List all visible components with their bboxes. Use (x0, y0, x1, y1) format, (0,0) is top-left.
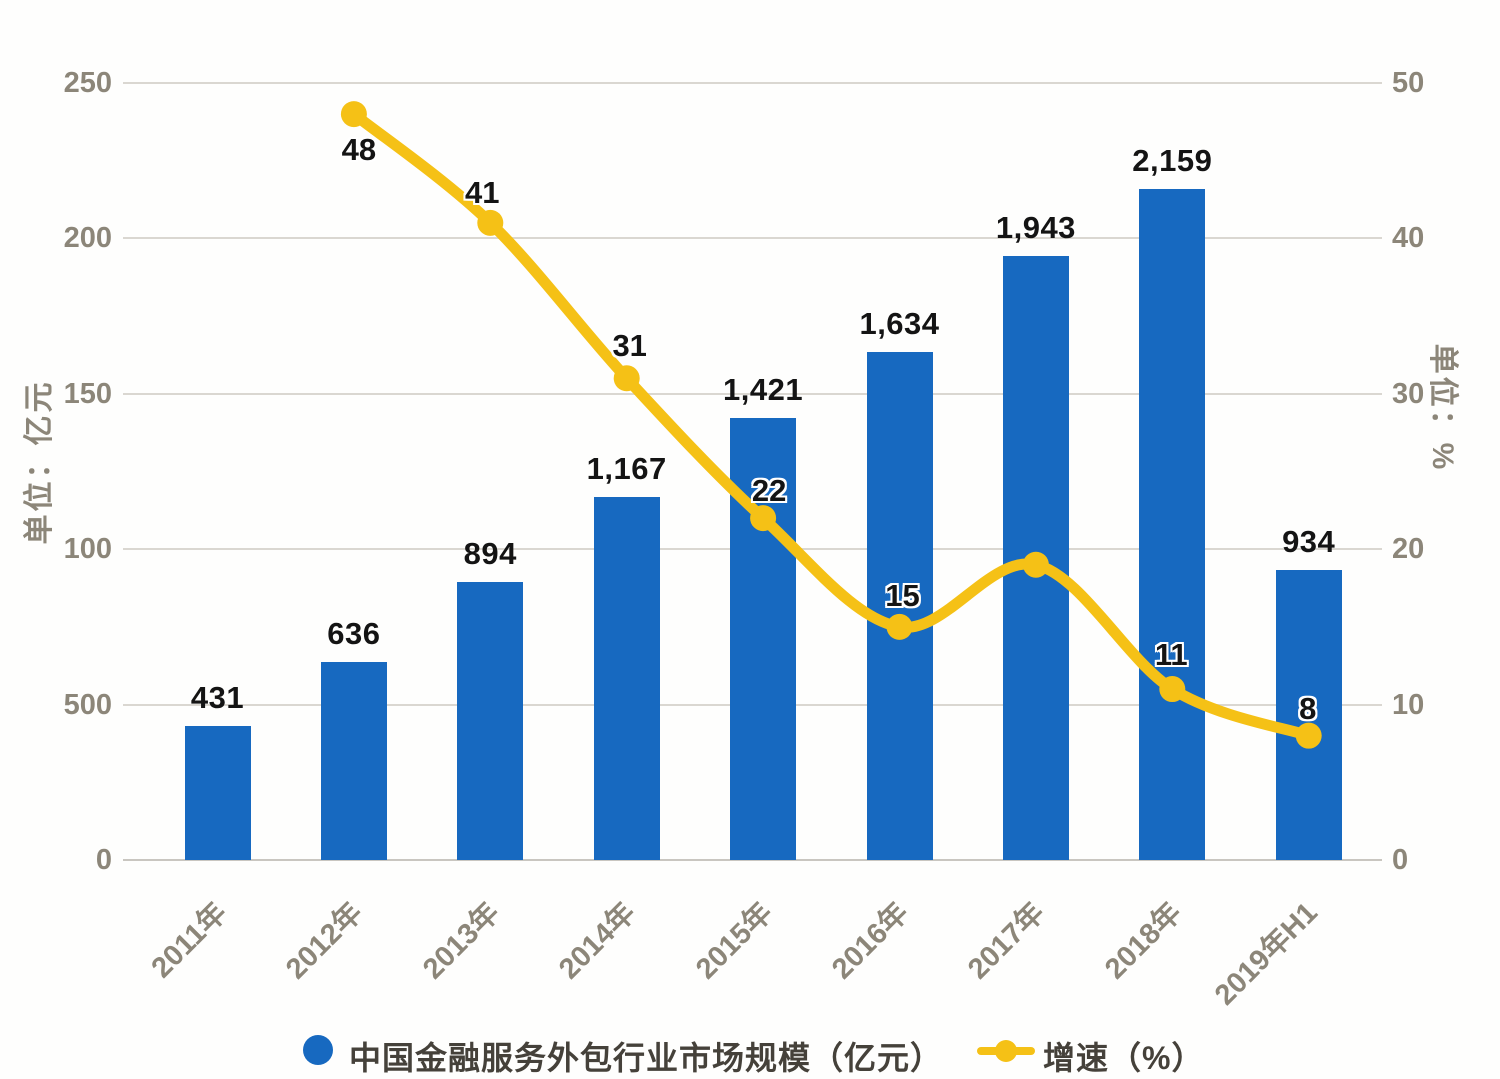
bar-series-dot-icon (303, 1035, 333, 1065)
growth-value-label: 31 (612, 328, 647, 364)
growth-value-label: 15 (885, 577, 920, 613)
x-axis-tick-label: 2011年 (145, 896, 233, 985)
bar-value-label: 636 (327, 616, 381, 652)
y-axis-right-tick: 30 (1392, 377, 1425, 410)
bar (457, 582, 524, 860)
legend-item-growth: 增速（%） (977, 1030, 1237, 1076)
y-axis-left-tick: 250 (63, 67, 112, 99)
y-axis-left-tick: 200 (63, 222, 112, 255)
bar (184, 726, 251, 860)
x-axis-tick-label: 2012年 (280, 896, 370, 986)
bar (320, 662, 387, 860)
bar-value-label: 1,421 (723, 372, 804, 408)
y-axis-right-tick: 50 (1392, 67, 1425, 99)
y-axis-left-tick: 150 (63, 377, 112, 410)
x-axis-tick-label: 2014年 (553, 896, 642, 986)
bar-value-label: 1,167 (586, 451, 667, 487)
x-axis-tick-label: 2019年H1 (1209, 896, 1324, 1012)
bar (593, 497, 660, 860)
growth-value-label: 41 (465, 174, 500, 210)
growth-line-marker (477, 209, 504, 236)
gridline (123, 859, 1382, 861)
line-series-dot-icon (977, 1030, 1035, 1072)
bar-value-label: 1,634 (859, 306, 940, 342)
growth-value-label: 22 (751, 473, 787, 509)
bar-value-label: 2,159 (1132, 142, 1213, 178)
x-axis-tick-label: 2017年 (962, 896, 1052, 986)
bar (1002, 256, 1069, 860)
legend-label-growth: 增速（%） (1043, 1040, 1205, 1076)
x-axis-tick-label: 2013年 (416, 896, 506, 986)
legend-label-market-size: 中国金融服务外包行业市场规模（亿元） (349, 1040, 944, 1076)
y-axis-right-tick: 0 (1392, 844, 1409, 876)
legend: 中国金融服务外包行业市场规模（亿元） 增速（%） (0, 1030, 1500, 1076)
y-axis-right-tick: 20 (1392, 533, 1425, 566)
growth-value-label: 48 (341, 132, 377, 168)
x-axis-tick-label: 2018年 (1098, 896, 1188, 986)
growth-line-marker (613, 365, 640, 392)
x-axis-tick-label: 2015年 (689, 896, 779, 986)
bar-value-label: 934 (1282, 523, 1336, 559)
bar-value-label: 1,943 (995, 210, 1076, 246)
y-axis-left-tick: 0 (95, 844, 112, 876)
bar (1139, 188, 1206, 860)
y-axis-right-tick: 40 (1392, 222, 1425, 255)
growth-value-label: 11 (1154, 637, 1188, 673)
gridline (123, 82, 1382, 84)
growth-line-marker (340, 101, 367, 128)
bar-value-label: 894 (463, 536, 517, 572)
bar-value-label: 431 (190, 680, 245, 716)
growth-value-label: 8 (1299, 690, 1317, 726)
y-axis-left-tick: 100 (63, 533, 112, 566)
y-axis-right-tick: 10 (1392, 688, 1425, 721)
legend-item-market-size: 中国金融服务外包行业市场规模（亿元） (303, 1030, 943, 1076)
x-axis-tick-label: 2016年 (826, 896, 915, 986)
y-axis-left-tick: 500 (63, 688, 112, 721)
